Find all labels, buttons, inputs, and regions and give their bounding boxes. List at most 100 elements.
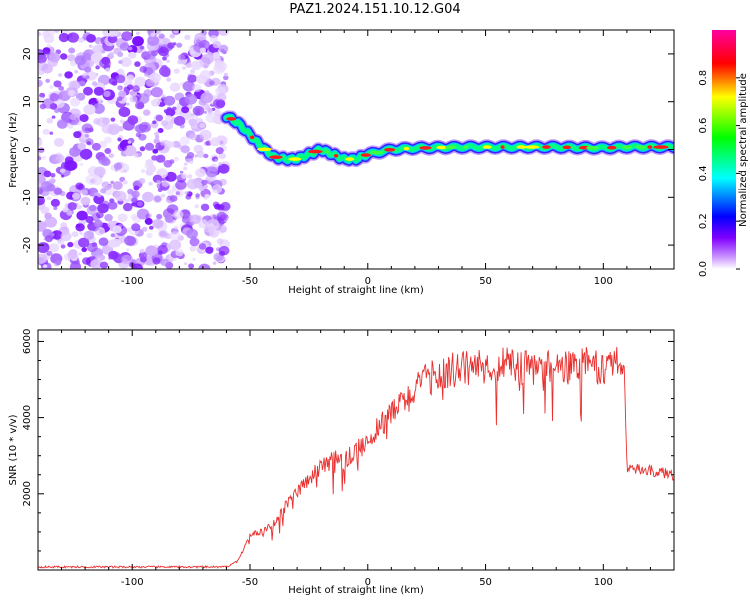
ridge-hotspot: [586, 146, 599, 150]
noise-speckle: [169, 195, 178, 202]
noise-speckle: [207, 108, 213, 113]
noise-speckle: [91, 142, 101, 151]
noise-speckle: [133, 185, 140, 191]
noise-speckle: [67, 54, 76, 62]
noise-speckle: [46, 117, 54, 124]
noise-speckle: [117, 137, 122, 142]
noise-speckle: [131, 190, 140, 198]
noise-speckle: [42, 128, 50, 135]
noise-speckle: [108, 153, 115, 159]
noise-speckle: [179, 136, 190, 146]
noise-speckle: [150, 98, 161, 107]
noise-speckle: [54, 137, 64, 146]
noise-speckle: [209, 35, 218, 43]
noise-speckle: [40, 206, 50, 215]
ridge-hotspot: [345, 157, 355, 161]
noise-speckle: [153, 195, 162, 203]
noise-speckle: [93, 51, 103, 59]
noise-speckle: [127, 46, 133, 51]
noise-speckle: [112, 181, 123, 190]
ridge-hotspot: [463, 145, 469, 149]
noise-speckle: [155, 114, 164, 122]
noise-speckle: [206, 219, 220, 230]
noise-speckle: [49, 85, 54, 89]
noise-speckle: [93, 219, 103, 228]
noise-speckle: [212, 52, 221, 59]
noise-speckle: [94, 166, 106, 177]
noise-speckle: [76, 210, 88, 221]
noise-speckle: [71, 231, 79, 238]
colorbar-label: Normalized spectral amplitude: [738, 73, 749, 227]
noise-speckle: [132, 85, 140, 92]
spectrogram-x-tick-label: 0: [365, 276, 371, 287]
noise-speckle: [108, 123, 121, 135]
snr-x-tick-label: -50: [242, 577, 258, 588]
noise-speckle: [109, 51, 115, 56]
noise-speckle: [68, 80, 77, 89]
noise-speckle: [45, 235, 53, 243]
noise-speckle: [138, 121, 151, 133]
ridge-hotspot: [269, 155, 283, 159]
spectrogram-y-tick-label: -20: [22, 237, 33, 253]
ridge-hotspot: [647, 145, 653, 149]
noise-speckle: [179, 124, 185, 129]
ridge-hotspot: [288, 157, 302, 161]
noise-speckle: [199, 129, 212, 141]
noise-speckle: [157, 128, 164, 133]
noise-speckle: [53, 187, 63, 195]
noise-speckle: [125, 248, 130, 252]
ridge-hotspot: [542, 145, 551, 149]
noise-speckle: [181, 106, 190, 114]
noise-speckle: [192, 84, 202, 92]
noise-speckle: [107, 201, 118, 210]
noise-speckle: [127, 140, 132, 144]
noise-speckle: [98, 229, 104, 234]
noise-speckle: [160, 258, 169, 267]
noise-speckle: [110, 180, 115, 185]
noise-speckle: [123, 145, 137, 157]
noise-speckle: [216, 93, 227, 102]
noise-speckle: [136, 208, 150, 220]
noise-speckle: [50, 178, 56, 183]
colorbar-tick-label: 0.0: [698, 261, 709, 277]
noise-speckle: [212, 261, 217, 265]
noise-speckle: [175, 191, 181, 196]
noise-speckle: [78, 252, 82, 256]
noise-speckle: [213, 64, 225, 75]
noise-speckle: [93, 86, 104, 96]
noise-speckle: [120, 57, 132, 67]
noise-speckle: [131, 223, 141, 232]
spectrogram-y-tick-label: 10: [22, 95, 33, 108]
noise-speckle: [84, 66, 92, 73]
noise-speckle: [118, 106, 131, 118]
ridge-hotspot: [622, 145, 633, 149]
noise-speckle: [200, 92, 214, 103]
noise-speckle: [83, 230, 95, 240]
noise-speckle: [160, 94, 166, 99]
noise-speckle: [177, 60, 182, 65]
noise-speckle: [148, 181, 154, 186]
noise-speckle: [97, 203, 109, 214]
spectrogram-ridge: [219, 110, 674, 168]
noise-speckle: [94, 255, 104, 264]
noise-speckle: [211, 184, 223, 194]
noise-speckle: [182, 80, 195, 92]
ridge-hotspot: [370, 150, 384, 155]
noise-speckle: [190, 69, 195, 74]
noise-speckle: [38, 253, 47, 264]
noise-speckle: [190, 72, 195, 75]
noise-speckle: [101, 56, 111, 65]
noise-speckle: [198, 243, 207, 250]
noise-speckle: [80, 131, 90, 140]
noise-speckle: [121, 254, 133, 265]
noise-speckle: [172, 140, 181, 148]
noise-speckle: [150, 50, 158, 57]
colorbar-tick-label: 0.6: [698, 118, 709, 134]
noise-speckle: [161, 180, 170, 187]
noise-speckle: [38, 182, 42, 188]
noise-speckle: [68, 89, 75, 97]
snr-y-tick-label: 6000: [22, 329, 33, 354]
noise-speckle: [146, 232, 153, 239]
noise-speckle: [48, 243, 60, 253]
